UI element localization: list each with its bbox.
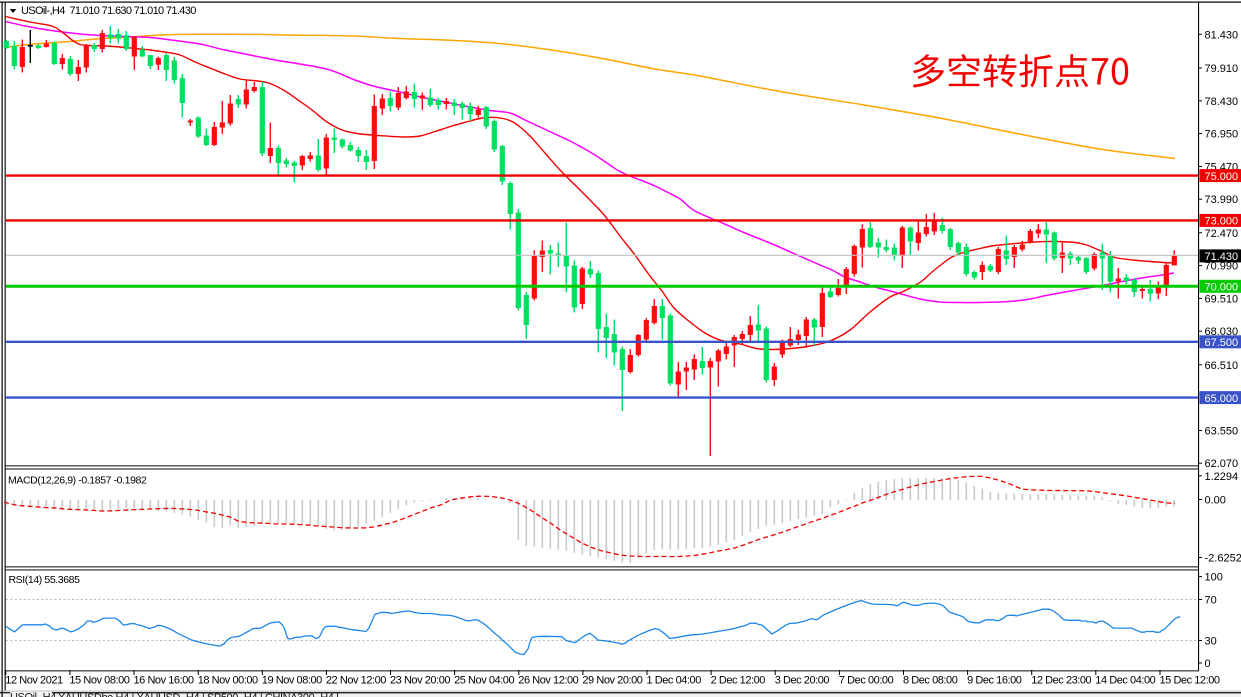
svg-text:1 Dec 04:00: 1 Dec 04:00 [647, 675, 702, 687]
svg-text:RSI(14) 55.3685: RSI(14) 55.3685 [9, 574, 81, 586]
svg-text:68.030: 68.030 [1205, 326, 1239, 338]
svg-text:65.000: 65.000 [1205, 393, 1239, 405]
svg-text:25 Nov 04:00: 25 Nov 04:00 [454, 675, 514, 687]
svg-text:MACD(12,26,9) -0.1857 -0.1982: MACD(12,26,9) -0.1857 -0.1982 [8, 475, 147, 487]
svg-text:76.950: 76.950 [1205, 129, 1239, 141]
svg-text:8 Dec 08:00: 8 Dec 08:00 [903, 675, 958, 687]
svg-text:70: 70 [1205, 595, 1217, 607]
svg-text:1.2294: 1.2294 [1205, 471, 1239, 483]
svg-text:62.070: 62.070 [1205, 458, 1239, 470]
svg-text:3 Dec 20:00: 3 Dec 20:00 [775, 675, 830, 687]
svg-text:USOil-,H4: USOil-,H4 [10, 692, 56, 697]
svg-text:9 Dec 16:00: 9 Dec 16:00 [967, 675, 1022, 687]
svg-text:15 Nov 08:00: 15 Nov 08:00 [69, 675, 129, 687]
svg-text:12 Dec 23:00: 12 Dec 23:00 [1031, 675, 1091, 687]
svg-text:63.550: 63.550 [1205, 426, 1239, 438]
svg-text:XAUUSDbo,H4 | XAUUSD-,H4 | SP5: XAUUSDbo,H4 | XAUUSD-,H4 | SP500-,H4 | C… [58, 692, 339, 697]
svg-text:0.00: 0.00 [1205, 495, 1226, 507]
svg-text:USOil-,H4 71.010 71.630 71.01: USOil-,H4 71.010 71.630 71.010 71.430 [21, 5, 196, 17]
svg-text:70.000: 70.000 [1205, 282, 1239, 294]
svg-text:78.430: 78.430 [1205, 96, 1239, 108]
svg-text:19 Nov 08:00: 19 Nov 08:00 [262, 675, 322, 687]
svg-text:30: 30 [1205, 636, 1217, 648]
svg-text:16 Nov 16:00: 16 Nov 16:00 [134, 675, 194, 687]
svg-text:-2.6252: -2.6252 [1205, 553, 1241, 565]
svg-text:66.510: 66.510 [1205, 360, 1239, 372]
svg-text:71.430: 71.430 [1205, 251, 1239, 263]
svg-text:0: 0 [1205, 658, 1211, 670]
svg-text:100: 100 [1205, 572, 1223, 584]
svg-text:18 Nov 00:00: 18 Nov 00:00 [198, 675, 258, 687]
svg-text:2 Dec 12:00: 2 Dec 12:00 [711, 675, 766, 687]
svg-text:22 Nov 12:00: 22 Nov 12:00 [326, 675, 386, 687]
svg-text:72.470: 72.470 [1205, 228, 1239, 240]
svg-text:73.990: 73.990 [1205, 194, 1239, 206]
svg-text:15 Dec 12:00: 15 Dec 12:00 [1160, 675, 1220, 687]
svg-text:12 Nov 2021: 12 Nov 2021 [5, 675, 63, 687]
svg-text:79.910: 79.910 [1205, 63, 1239, 75]
svg-text:23 Nov 20:00: 23 Nov 20:00 [390, 675, 450, 687]
svg-text:67.500: 67.500 [1205, 337, 1239, 349]
svg-text:26 Nov 12:00: 26 Nov 12:00 [518, 675, 578, 687]
svg-text:75.000: 75.000 [1205, 171, 1239, 183]
svg-text:14 Dec 04:00: 14 Dec 04:00 [1095, 675, 1155, 687]
svg-text:7 Dec 00:00: 7 Dec 00:00 [839, 675, 894, 687]
svg-text:73.000: 73.000 [1205, 216, 1239, 228]
svg-text:69.510: 69.510 [1205, 293, 1239, 305]
svg-text:29 Nov 20:00: 29 Nov 20:00 [582, 675, 642, 687]
svg-text:81.430: 81.430 [1205, 29, 1239, 41]
svg-text:70.990: 70.990 [1205, 261, 1239, 273]
